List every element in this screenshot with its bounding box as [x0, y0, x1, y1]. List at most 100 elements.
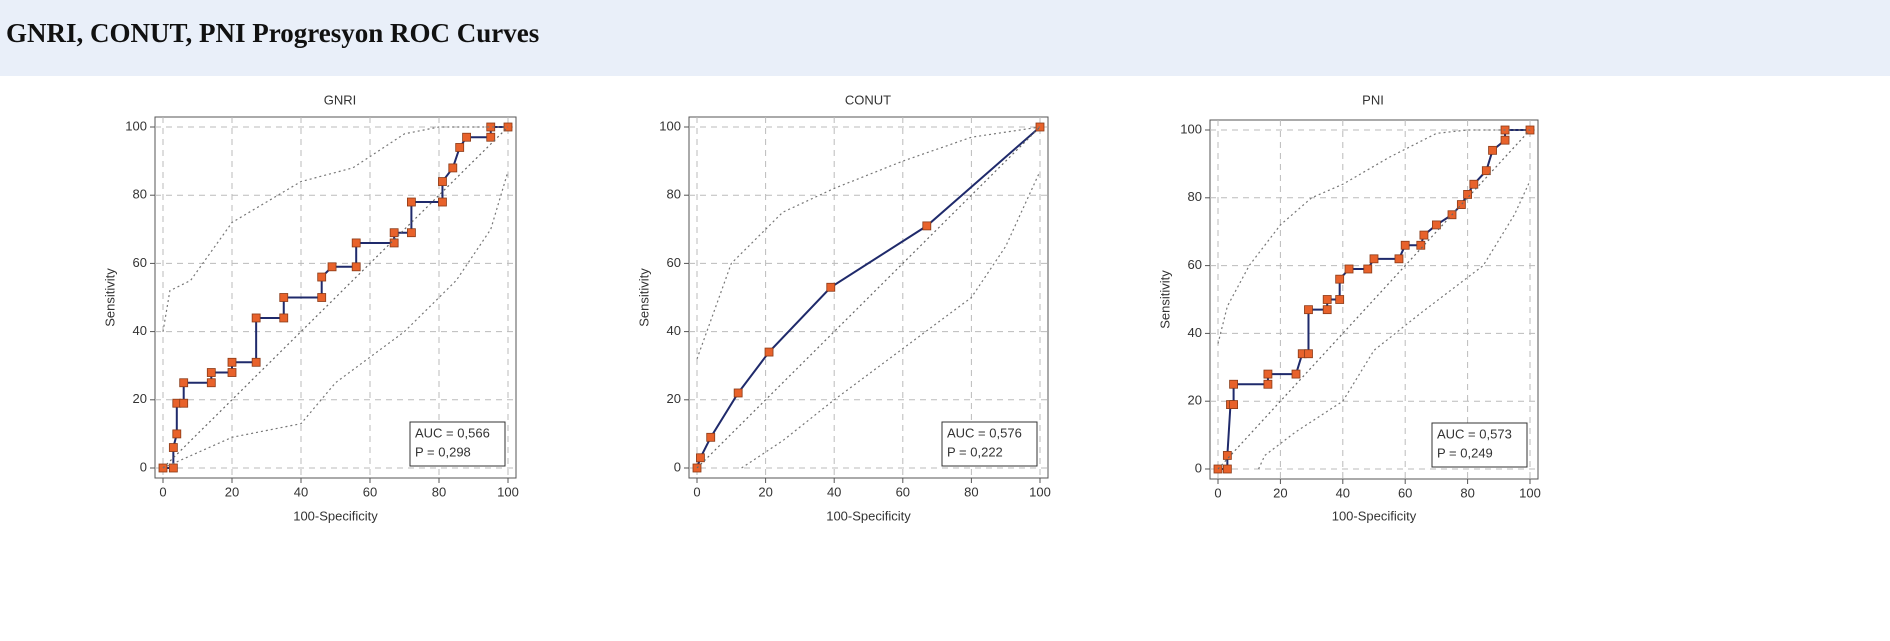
y-tick-label: 0	[674, 459, 681, 474]
point-marker	[438, 177, 447, 186]
y-tick-label: 20	[133, 391, 147, 406]
y-tick-label: 100	[659, 118, 681, 133]
y-tick-label: 100	[1180, 121, 1202, 136]
point-marker	[227, 368, 237, 377]
x-tick-label: 100	[497, 484, 519, 499]
point-marker	[1394, 254, 1404, 264]
x-tick-label: 40	[1336, 485, 1350, 500]
annotation: AUC = 0,576	[947, 425, 1022, 440]
y-axis-label: Sensitivity	[1157, 270, 1172, 329]
point-marker	[351, 238, 361, 248]
annotation: P = 0,298	[415, 444, 471, 459]
y-tick-label: 40	[133, 323, 147, 338]
reference-line	[162, 126, 509, 469]
point-marker	[1222, 451, 1232, 460]
x-tick-label: 100	[1519, 485, 1541, 500]
y-tick-label: 20	[1188, 393, 1202, 408]
point-marker	[1335, 274, 1345, 284]
point-marker	[168, 463, 178, 473]
y-axis-label: Sensitivity	[636, 268, 651, 327]
x-tick-label: 20	[1273, 485, 1287, 500]
x-tick-label: 80	[432, 484, 446, 499]
point-marker	[1304, 349, 1313, 359]
x-tick-label: 20	[225, 484, 239, 499]
point-marker	[455, 143, 465, 152]
y-tick-label: 80	[667, 187, 681, 202]
point-marker	[1291, 369, 1301, 379]
point-marker	[1488, 145, 1497, 155]
plot-frame	[688, 116, 1049, 479]
point-marker	[706, 432, 716, 442]
point-marker	[1344, 264, 1354, 274]
reference-line	[696, 126, 1041, 360]
point-marker	[279, 313, 289, 323]
point-marker	[406, 228, 416, 238]
reference-line	[741, 171, 1041, 469]
y-tick-label: 60	[133, 255, 147, 270]
page-title: GNRI, CONUT, PNI Progresyon ROC Curves	[6, 18, 540, 48]
point-marker	[1335, 295, 1345, 304]
chart-title: GNRI	[324, 92, 357, 107]
x-tick-label: 20	[758, 484, 772, 499]
y-tick-label: 0	[140, 459, 147, 474]
point-marker	[1263, 369, 1273, 379]
point-marker	[486, 122, 496, 132]
annotation: AUC = 0,573	[1437, 426, 1512, 441]
chart-title: CONUT	[845, 92, 891, 107]
point-marker	[448, 163, 458, 173]
stats-box	[409, 421, 506, 467]
point-marker	[406, 197, 416, 207]
point-marker	[327, 262, 337, 272]
y-tick-label: 80	[133, 187, 147, 202]
point-marker	[179, 378, 189, 388]
point-marker	[1432, 220, 1441, 230]
x-tick-label: 40	[827, 484, 841, 499]
y-tick-label: 0	[1195, 460, 1202, 475]
point-marker	[1500, 135, 1510, 145]
point-marker	[317, 272, 327, 282]
point-marker	[279, 293, 289, 302]
plot-frame	[1209, 119, 1539, 480]
point-marker	[696, 453, 705, 463]
reference-line	[1217, 129, 1531, 470]
point-marker	[1456, 200, 1466, 209]
x-tick-label: 0	[1214, 485, 1221, 500]
point-marker	[1400, 240, 1410, 250]
y-axis-label: Sensitivity	[102, 268, 117, 327]
plot-frame	[154, 116, 517, 479]
x-tick-label: 0	[693, 484, 700, 499]
annotation: P = 0,222	[947, 444, 1003, 459]
point-marker	[1263, 379, 1273, 389]
stats-box	[941, 421, 1038, 467]
point-marker	[1363, 264, 1373, 274]
point-marker	[1229, 379, 1238, 389]
point-marker	[172, 429, 182, 439]
point-marker	[389, 228, 399, 238]
point-marker	[168, 443, 178, 452]
x-tick-label: 100	[1029, 484, 1051, 499]
point-marker	[1469, 179, 1479, 189]
x-axis-label: 100-Specificity	[1332, 508, 1417, 523]
point-marker	[251, 357, 261, 367]
point-marker	[251, 313, 261, 323]
point-marker	[462, 132, 472, 142]
point-marker	[826, 282, 836, 292]
y-tick-label: 80	[1188, 189, 1202, 204]
stats-box	[1431, 422, 1528, 468]
x-tick-label: 40	[294, 484, 308, 499]
x-tick-label: 60	[1398, 485, 1412, 500]
y-tick-label: 60	[667, 255, 681, 270]
y-tick-label: 100	[125, 118, 147, 133]
reference-line	[162, 126, 508, 332]
point-marker	[351, 262, 361, 272]
point-marker	[1322, 295, 1332, 304]
point-marker	[1419, 230, 1429, 240]
y-tick-label: 60	[1188, 257, 1202, 272]
x-axis-label: 100-Specificity	[293, 508, 378, 523]
point-marker	[1463, 190, 1472, 199]
point-marker	[227, 357, 237, 367]
y-tick-label: 40	[1188, 325, 1202, 340]
annotation: P = 0,249	[1437, 445, 1493, 460]
point-marker	[438, 197, 447, 207]
